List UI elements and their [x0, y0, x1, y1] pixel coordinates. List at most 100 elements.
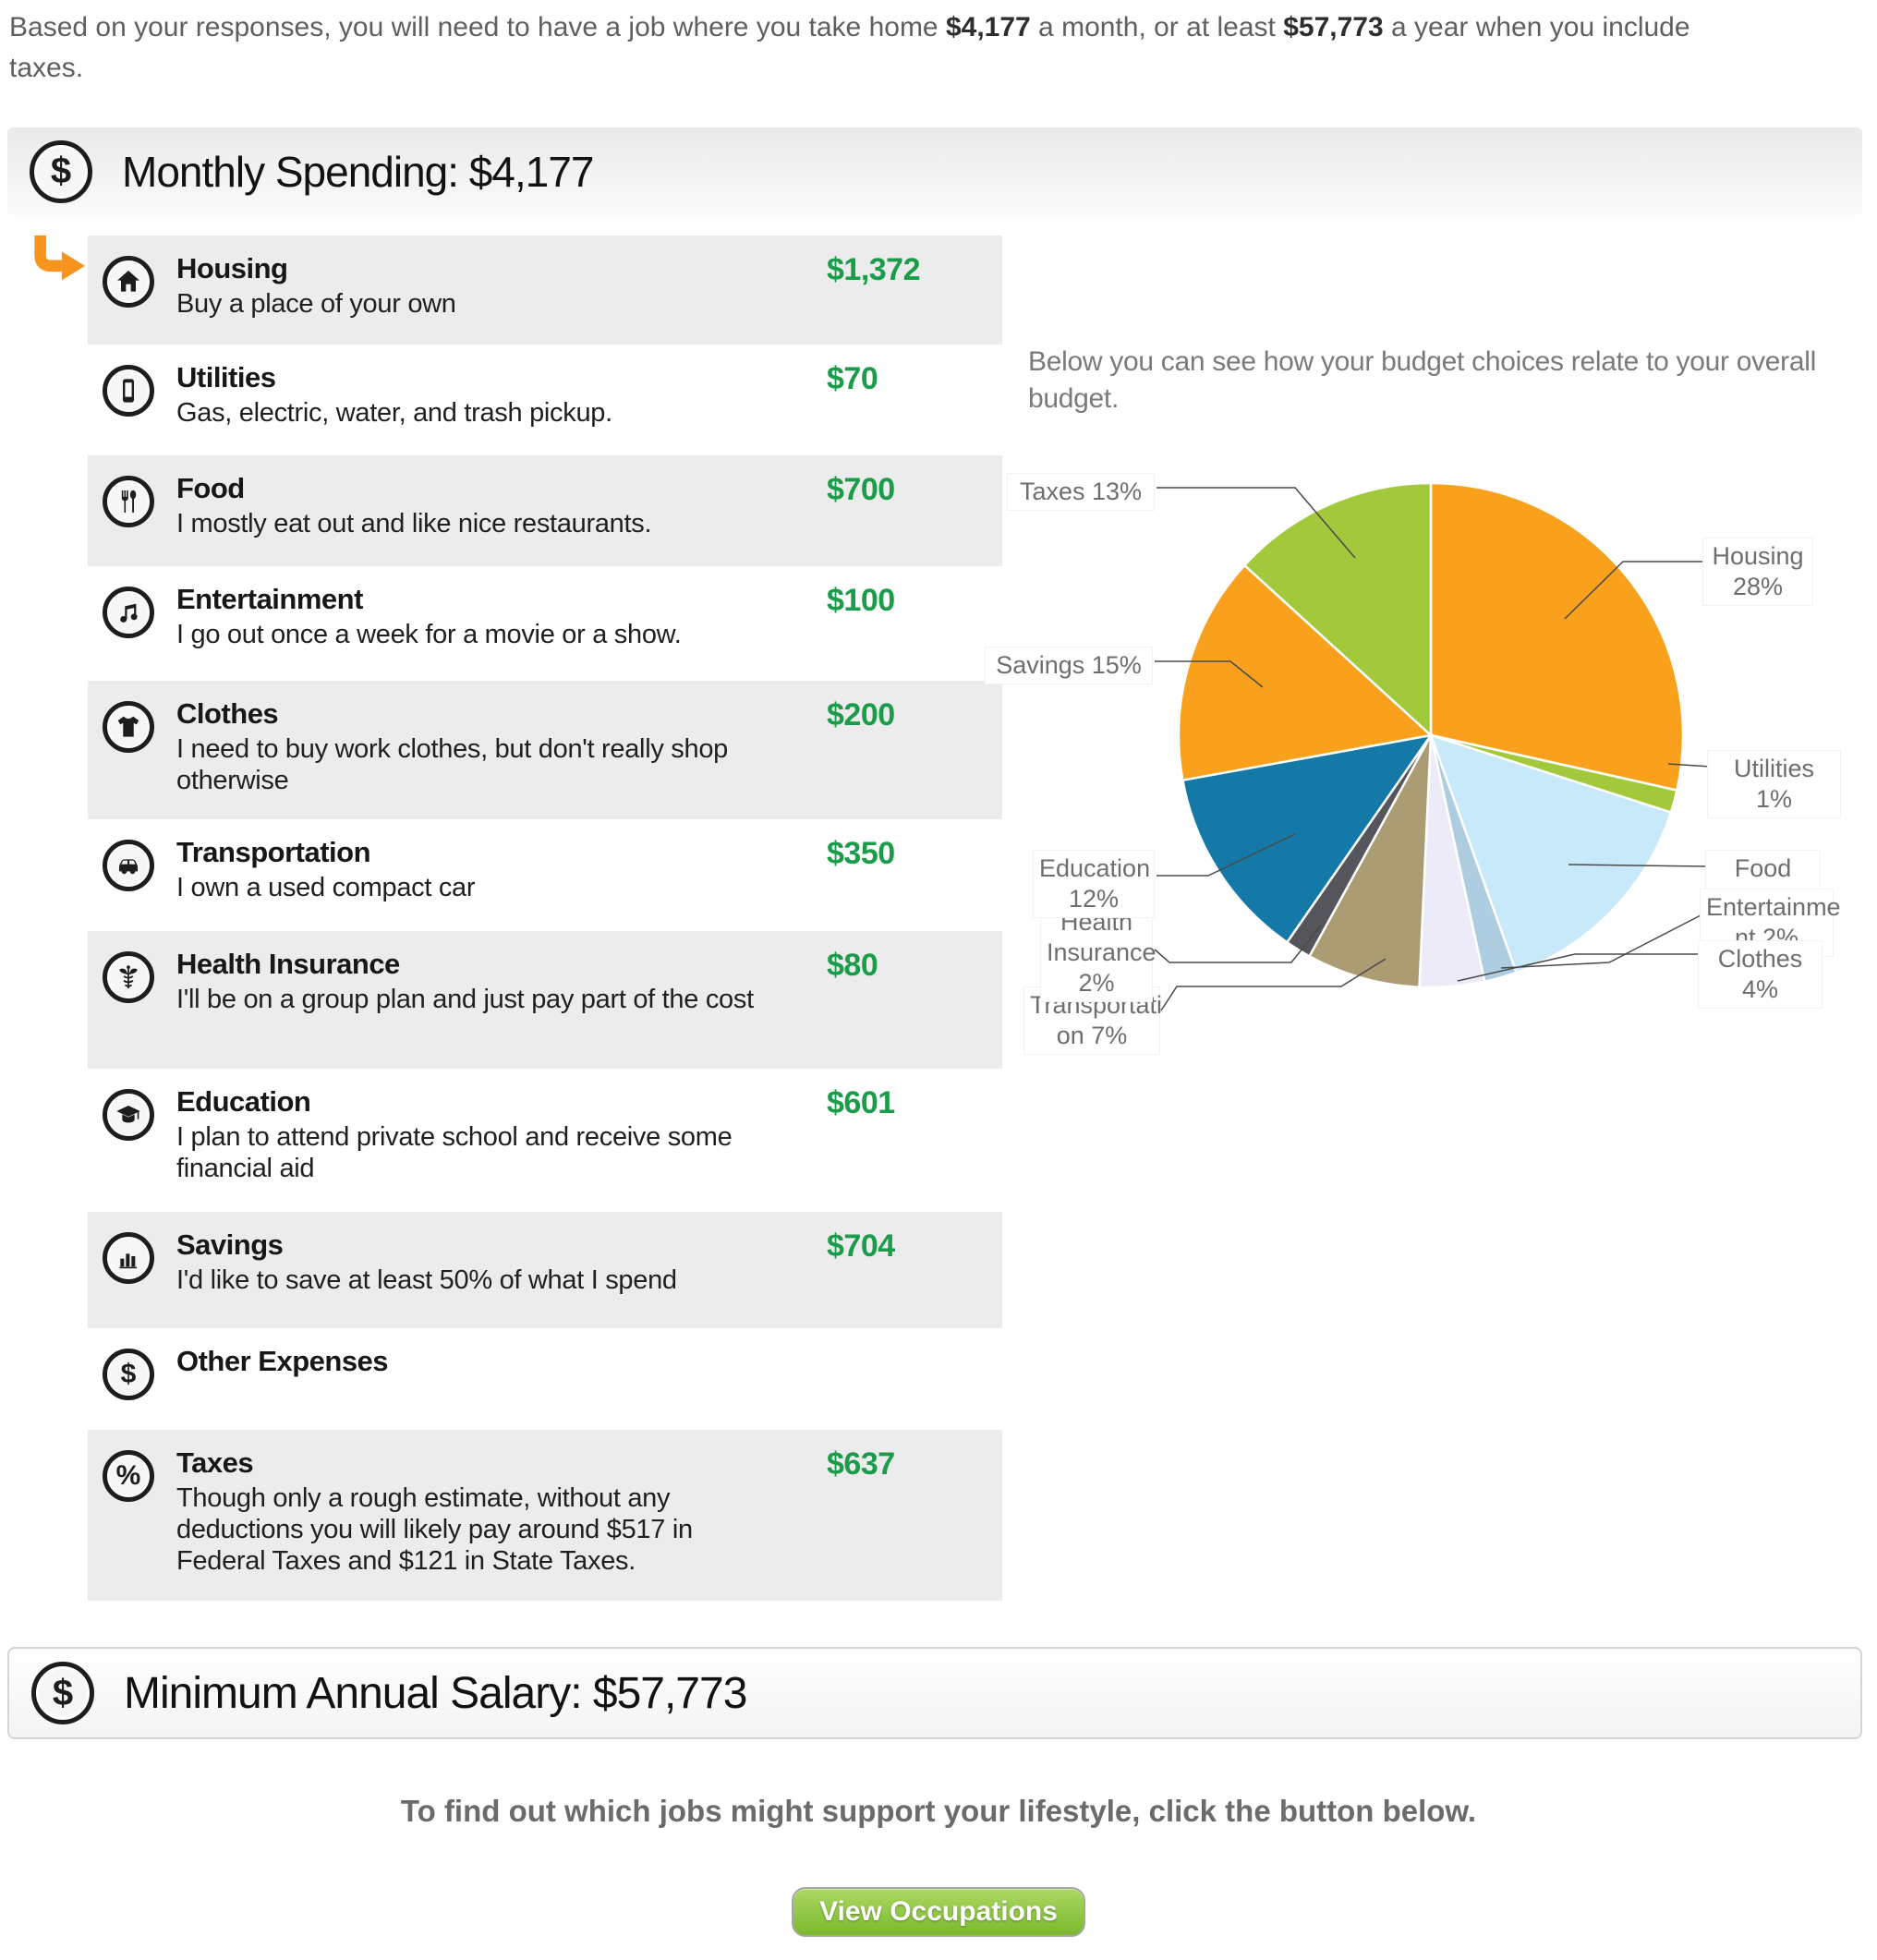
annual-salary-title: Minimum Annual Salary: $57,773 [124, 1668, 747, 1718]
category-title: Education [176, 1085, 311, 1118]
gradcap-icon [103, 1089, 154, 1141]
category-row-housing[interactable]: Housing Buy a place of your own $1,372 [88, 236, 1002, 345]
category-description: I own a used compact car [176, 873, 476, 902]
leader-line-utilities [1667, 763, 1712, 768]
category-description: Though only a rough estimate, without an… [176, 1483, 693, 1576]
intro-monthly-amount: $4,177 [945, 12, 1031, 42]
pie-slice-housing [1429, 481, 1685, 792]
category-description: I'll be on a group plan and just pay par… [176, 985, 754, 1014]
pie-label-education: Education 12% [1033, 850, 1155, 918]
category-amount: $200 [827, 697, 895, 732]
leader-line-taxes [1156, 487, 1356, 559]
pie-slice-transportation [1307, 734, 1433, 989]
view-occupations-label: View Occupations [819, 1896, 1058, 1927]
category-amount: $70 [827, 361, 878, 396]
leader-line-transportation [1160, 958, 1387, 1011]
category-text: Clothes I need to buy work clothes, but d… [176, 697, 768, 819]
category-amount: $704 [827, 1228, 895, 1264]
category-description: Buy a place of your own [176, 289, 456, 319]
category-text: Health Insurance I'll be on a group plan … [176, 948, 768, 1069]
category-row-transportation[interactable]: Transportation I own a used compact car $3… [88, 819, 1002, 931]
category-text: Savings I'd like to save at least 50% of … [176, 1228, 768, 1328]
music-icon [103, 587, 154, 638]
dollar-icon: $ [30, 139, 92, 203]
view-occupations-button[interactable]: View Occupations [792, 1887, 1085, 1937]
cta-text: To find out which jobs might support you… [400, 1794, 1477, 1828]
category-row-utilities[interactable]: Utilities Gas, electric, water, and trash… [88, 345, 1002, 455]
annual-salary-header: $ Minimum Annual Salary: $57,773 [7, 1647, 1862, 1739]
intro-pre: Based on your responses, you will need t… [9, 12, 946, 42]
dollar-icon: $ [103, 1349, 154, 1400]
category-row-clothes[interactable]: Clothes I need to buy work clothes, but d… [88, 681, 1002, 819]
category-amount: $1,372 [827, 252, 921, 287]
category-title: Taxes [176, 1446, 254, 1479]
category-description: I go out once a week for a movie or a sh… [176, 620, 682, 649]
pie-slice-education [1181, 733, 1434, 944]
pie-slice-food [1428, 733, 1673, 974]
intro-mid: a month, or at least [1030, 12, 1284, 42]
leader-line-education [1156, 833, 1296, 877]
category-description: I plan to attend private school and rece… [176, 1122, 733, 1183]
category-title: Entertainment [176, 583, 363, 615]
category-text: Taxes Though only a rough estimate, witho… [176, 1446, 768, 1601]
category-title: Clothes [176, 697, 279, 730]
category-amount: $700 [827, 472, 895, 507]
intro-annual-amount: $57,773 [1283, 12, 1384, 42]
category-text: Other Expenses [176, 1345, 768, 1430]
monthly-spending-header: $ Monthly Spending: $4,177 [7, 127, 1862, 215]
phone-icon [103, 365, 154, 417]
car-icon [103, 840, 154, 891]
intro-post: a year when you include taxes. [9, 12, 1690, 83]
category-row-food[interactable]: Food I mostly eat out and like nice resta… [88, 455, 1002, 566]
category-title: Utilities [176, 361, 276, 393]
pie-label-savings: Savings 15% [985, 647, 1153, 684]
category-text: Housing Buy a place of your own [176, 252, 768, 345]
category-amount: $601 [827, 1085, 895, 1120]
monthly-spending-title: Monthly Spending: $4,177 [122, 147, 595, 196]
category-text: Food I mostly eat out and like nice resta… [176, 472, 768, 566]
category-row-savings[interactable]: Savings I'd like to save at least 50% of … [88, 1212, 1002, 1328]
category-description: I mostly eat out and like nice restauran… [176, 509, 652, 538]
pie-label-taxes: Taxes 13% [1007, 473, 1155, 511]
pie-slice-taxes [1242, 481, 1433, 738]
category-text: Education I plan to attend private school… [176, 1085, 768, 1212]
category-amount: $80 [827, 948, 878, 983]
category-title: Transportation [176, 836, 371, 868]
category-row-entertainment[interactable]: Entertainment I go out once a week for a … [88, 566, 1002, 681]
category-title: Food [176, 472, 245, 504]
category-title: Health Insurance [176, 948, 400, 980]
category-text: Entertainment I go out once a week for a … [176, 583, 768, 681]
percent-icon: % [103, 1450, 154, 1502]
leader-line-savings [1155, 660, 1264, 688]
category-row-health[interactable]: Health Insurance I'll be on a group plan … [88, 931, 1002, 1069]
category-row-taxes[interactable]: % Taxes Though only a rough estimate, with… [88, 1430, 1002, 1601]
pie-slice-savings [1177, 563, 1434, 782]
house-icon [103, 256, 154, 308]
category-row-other[interactable]: $ Other Expenses [88, 1328, 1002, 1430]
category-title: Housing [176, 252, 288, 284]
intro-text: Based on your responses, you will need t… [9, 7, 1769, 89]
tshirt-icon [103, 701, 154, 753]
category-description: Gas, electric, water, and trash pickup. [176, 398, 612, 428]
leader-line-housing [1564, 561, 1711, 620]
barchart-icon [103, 1232, 154, 1284]
category-amount: $350 [827, 836, 895, 871]
category-row-education[interactable]: Education I plan to attend private school… [88, 1069, 1002, 1212]
pie-label-utilities: Utilities 1% [1707, 750, 1841, 818]
budget-pie-chart [1154, 481, 1712, 1011]
category-list: Housing Buy a place of your own $1,372 Util… [88, 236, 1002, 1601]
caduceus-icon [103, 951, 154, 1003]
category-amount: $100 [827, 583, 895, 618]
leader-line-entertainment [1500, 913, 1703, 969]
category-text: Utilities Gas, electric, water, and trash… [176, 361, 768, 455]
pie-label-clothes: Clothes 4% [1698, 940, 1823, 1009]
pie-label-housing: Housing 28% [1702, 538, 1813, 606]
leader-line-health-insurance [1154, 925, 1322, 963]
category-description: I need to buy work clothes, but don't re… [176, 734, 728, 795]
selection-arrow-icon [34, 235, 86, 281]
category-title: Savings [176, 1228, 284, 1261]
pie-label-health-insurance: Health Insurance 2% [1040, 903, 1156, 1002]
leader-line-clothes [1457, 953, 1700, 982]
utensils-icon [103, 476, 154, 527]
